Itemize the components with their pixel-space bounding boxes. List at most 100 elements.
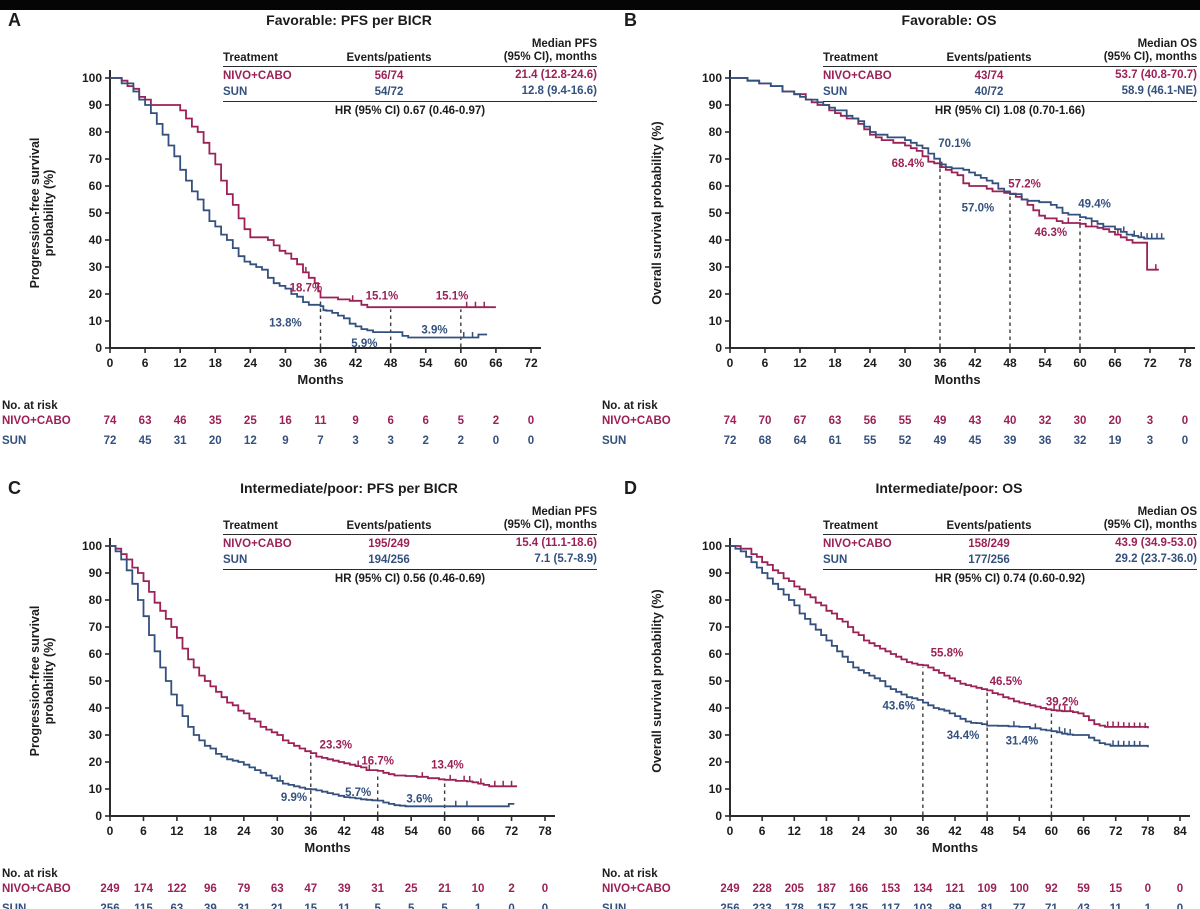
at-risk-value: 0	[508, 903, 515, 909]
at-risk-value: 32	[1073, 435, 1087, 447]
x-tick-label: 48	[980, 824, 994, 838]
at-risk-value: 11	[314, 415, 327, 427]
landmark-label: 49.4%	[1078, 199, 1111, 211]
table-row: NIVO+CABO 43/74 53.7 (40.8-70.7)	[823, 69, 1197, 82]
y-tick-label: 60	[709, 179, 723, 193]
at-risk-value: 1	[474, 903, 482, 909]
x-tick-label: 60	[1045, 824, 1059, 838]
km-plot: 0 10 20 30 40 50 60 70 80 90 100 0 6 12 18 24 30 36 42 48 54…	[82, 70, 541, 370]
panel-title: Favorable: PFS per BICR	[266, 12, 432, 28]
x-tick-label: 6	[762, 356, 769, 370]
at-risk-value: 0	[1181, 435, 1189, 447]
at-risk-value: 153	[881, 883, 901, 895]
km-curve-nivo-cabo	[110, 77, 496, 309]
x-tick-label: 0	[727, 824, 734, 838]
at-risk-value: 3	[1146, 415, 1154, 427]
at-risk-value: 55	[863, 435, 877, 447]
x-tick-label: 42	[338, 824, 352, 838]
x-tick-label: 24	[244, 356, 258, 370]
y-tick-label: 40	[709, 233, 723, 247]
number-at-risk-table: No. at risk NIVO+CABO 74 63 46 35 25 16 11 9 6 6 5 2…	[0, 400, 600, 452]
x-tick-label: 36	[933, 356, 947, 370]
at-risk-row: SUN 256 233 178 157 135 117 103 89 81 77 71 43 11 1 0	[600, 900, 1200, 909]
landmark-label: 70.1%	[938, 138, 971, 150]
x-tick-label: 30	[884, 824, 898, 838]
y-tick-label: 100	[702, 71, 722, 85]
at-risk-value: 45	[138, 435, 152, 447]
at-risk-value: 79	[237, 883, 251, 895]
y-tick-label: 90	[89, 98, 103, 112]
x-tick-label: 18	[204, 824, 218, 838]
y-tick-label: 30	[709, 260, 723, 274]
y-tick-label: 10	[709, 782, 723, 796]
hazard-ratio-text: HR (95% CI) 0.67 (0.46-0.97)	[334, 105, 486, 117]
at-risk-value: 0	[1176, 883, 1184, 895]
x-tick-label: 54	[1038, 356, 1052, 370]
number-at-risk-table: No. at risk NIVO+CABO 74 70 67 63 56 55 49 43 40 3…	[600, 400, 1200, 452]
at-risk-value: 89	[948, 903, 962, 909]
landmark-label: 18.7%	[290, 282, 323, 294]
at-risk-value: 52	[898, 435, 912, 447]
x-tick-label: 72	[524, 356, 538, 370]
at-risk-value: 3	[1146, 435, 1154, 447]
hazard-ratio-text: HR (95% CI) 0.74 (0.60-0.92)	[934, 573, 1086, 585]
top-black-bar	[0, 0, 1200, 10]
summary-table-header: Treatment Events/patients Median OS (95% …	[823, 506, 1197, 535]
y-tick-label: 40	[89, 701, 103, 715]
panel-letter: B	[624, 10, 637, 30]
x-tick-label: 30	[271, 824, 285, 838]
summary-table: Treatment Events/patients Median PFS (95%…	[223, 38, 597, 117]
x-tick-label: 6	[140, 824, 147, 838]
at-risk-value: 56	[863, 415, 877, 427]
y-tick-label: 0	[715, 809, 722, 823]
x-tick-label: 36	[314, 356, 328, 370]
at-risk-value: 15	[1109, 883, 1123, 895]
x-tick-label: 36	[304, 824, 318, 838]
panel-d-intpoor-os: D Intermediate/poor: OS Overall survival…	[600, 478, 1200, 909]
at-risk-value: 43	[968, 415, 982, 427]
x-axis-label: Months	[931, 840, 979, 855]
landmark-label: 9.9%	[281, 792, 307, 804]
at-risk-value: 249	[100, 883, 120, 895]
at-risk-value: 3	[387, 435, 394, 447]
table-row: SUN 54/72 12.8 (9.4-16.6)	[223, 83, 597, 102]
at-risk-value: 256	[100, 903, 120, 909]
landmark-label: 15.1%	[436, 290, 469, 302]
at-risk-value: 10	[471, 883, 485, 895]
x-tick-label: 48	[371, 824, 385, 838]
summary-table: Treatment Events/patients Median PFS (95%…	[223, 506, 597, 585]
x-tick-label: 48	[1003, 356, 1017, 370]
at-risk-value: 96	[203, 883, 217, 895]
summary-table: Treatment Events/patients Median OS (95% …	[823, 506, 1197, 585]
km-plot: 0 10 20 30 40 50 60 70 80 90 100 0 6 12 18 24 30 36 42 48 54…	[702, 70, 1195, 370]
at-risk-value: 31	[371, 883, 385, 895]
at-risk-value: 3	[352, 435, 359, 447]
x-tick-label: 54	[1013, 824, 1027, 838]
x-tick-label: 6	[759, 824, 766, 838]
panel-title: Favorable: OS	[901, 12, 997, 28]
at-risk-value: 6	[422, 415, 429, 427]
x-tick-label: 66	[489, 356, 503, 370]
y-tick-label: 40	[709, 701, 723, 715]
x-axis-label: Months	[934, 372, 981, 387]
x-tick-label: 42	[349, 356, 363, 370]
at-risk-value: 0	[527, 435, 535, 447]
y-tick-label: 60	[89, 179, 103, 193]
x-tick-label: 54	[404, 824, 418, 838]
at-risk-value: 117	[881, 903, 900, 909]
at-risk-value: 19	[1108, 435, 1122, 447]
y-tick-label: 30	[89, 728, 103, 742]
x-tick-label: 18	[820, 824, 834, 838]
at-risk-value: 32	[1038, 415, 1052, 427]
at-risk-value: 74	[723, 415, 737, 427]
y-tick-label: 60	[89, 647, 103, 661]
summary-table-header: Treatment Events/patients Median PFS (95%…	[223, 38, 597, 67]
y-tick-label: 80	[89, 125, 103, 139]
at-risk-value: 109	[977, 883, 997, 895]
y-tick-label: 50	[709, 674, 723, 688]
landmark-label: 57.0%	[962, 203, 995, 215]
at-risk-value: 5	[374, 903, 381, 909]
at-risk-value: 15	[304, 903, 318, 909]
at-risk-value: 5	[441, 903, 448, 909]
y-tick-label: 80	[89, 593, 103, 607]
